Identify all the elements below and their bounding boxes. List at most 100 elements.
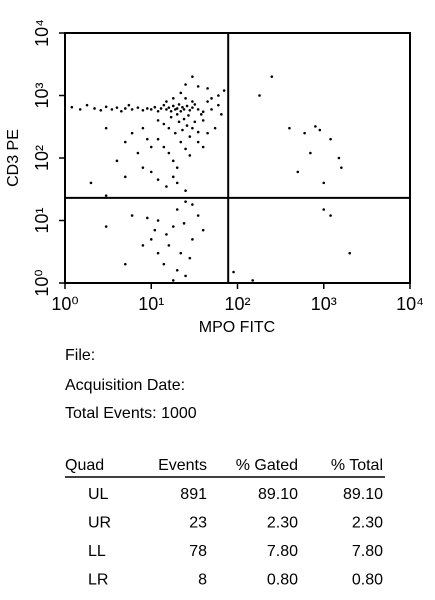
event-dot bbox=[179, 91, 183, 95]
event-dot bbox=[337, 156, 341, 160]
event-dot bbox=[184, 83, 187, 86]
event-dot bbox=[149, 170, 153, 174]
event-dot bbox=[222, 89, 226, 92]
event-dot bbox=[175, 268, 179, 272]
table-cell: 7.80 bbox=[352, 543, 383, 560]
plot-frame bbox=[64, 32, 411, 284]
event-dot bbox=[188, 154, 192, 157]
event-dot bbox=[165, 100, 168, 103]
event-dot bbox=[171, 104, 175, 108]
event-dot bbox=[188, 135, 192, 138]
event-dot bbox=[185, 124, 189, 127]
event-dot bbox=[171, 159, 175, 163]
event-dot bbox=[185, 104, 189, 108]
event-dot bbox=[210, 97, 213, 100]
event-dot bbox=[188, 108, 192, 112]
table-cell: 891 bbox=[180, 486, 207, 503]
event-dot bbox=[156, 178, 160, 181]
event-dot bbox=[169, 115, 173, 119]
table-cell: 23 bbox=[189, 515, 207, 532]
event-dot bbox=[149, 108, 153, 111]
total-events-value: 1000 bbox=[161, 405, 197, 422]
event-dot bbox=[130, 131, 134, 135]
event-dot bbox=[196, 108, 200, 111]
event-dot bbox=[169, 109, 173, 113]
event-dot bbox=[220, 113, 223, 116]
event-dot bbox=[217, 94, 220, 97]
event-dot bbox=[181, 105, 184, 109]
event-dot bbox=[70, 105, 74, 109]
event-dot bbox=[322, 181, 326, 185]
table-header: % Gated bbox=[236, 457, 298, 474]
y-axis-title: CD3 PE bbox=[5, 129, 22, 187]
event-dot bbox=[104, 105, 108, 109]
event-dot bbox=[167, 126, 171, 130]
event-dot bbox=[184, 97, 187, 100]
file-label: File: bbox=[65, 347, 95, 364]
table-cell: 0.80 bbox=[352, 572, 383, 589]
x-tick-label: 10² bbox=[224, 294, 250, 314]
event-dot bbox=[179, 109, 183, 113]
event-dot bbox=[175, 181, 179, 185]
event-dot bbox=[141, 108, 145, 112]
table-cell: 0.80 bbox=[267, 572, 298, 589]
event-dot bbox=[146, 137, 149, 141]
event-dot bbox=[141, 244, 145, 247]
table-cell: LL bbox=[88, 543, 106, 560]
event-dot bbox=[340, 166, 343, 169]
event-dot bbox=[181, 128, 184, 132]
event-dot bbox=[196, 85, 200, 88]
event-dot bbox=[196, 130, 200, 134]
event-dot bbox=[165, 185, 168, 188]
event-dot bbox=[182, 117, 186, 121]
event-dot bbox=[78, 108, 82, 111]
event-dot bbox=[141, 126, 145, 130]
event-dot bbox=[206, 87, 209, 90]
event-dot bbox=[156, 219, 160, 222]
event-dot bbox=[179, 140, 183, 144]
total-events: Total Events: 1000 bbox=[65, 405, 197, 422]
event-dot bbox=[104, 194, 108, 197]
event-dot bbox=[171, 97, 175, 100]
table-cell: 2.30 bbox=[267, 515, 298, 532]
event-dot bbox=[177, 103, 181, 106]
event-dot bbox=[171, 175, 175, 179]
event-dot bbox=[201, 110, 205, 114]
event-dot bbox=[130, 108, 134, 111]
event-dot bbox=[156, 251, 160, 255]
event-dot bbox=[175, 113, 179, 116]
event-dot bbox=[153, 228, 157, 232]
event-dot bbox=[130, 214, 134, 217]
event-dot bbox=[120, 109, 123, 113]
event-dot bbox=[123, 175, 127, 179]
event-dot bbox=[201, 228, 205, 232]
event-dot bbox=[191, 106, 194, 109]
event-dot bbox=[318, 128, 322, 132]
event-dot bbox=[206, 131, 209, 135]
table-cell: 2.30 bbox=[352, 515, 383, 532]
table-cell: 89.10 bbox=[258, 486, 298, 503]
event-dot bbox=[162, 145, 166, 149]
x-tick-label: 10⁰ bbox=[51, 294, 78, 314]
event-dot bbox=[206, 100, 209, 103]
event-dot bbox=[329, 214, 332, 217]
total-events-label: Total Events: bbox=[65, 405, 157, 422]
x-axis-title: MPO FITC bbox=[199, 319, 275, 336]
event-dot bbox=[184, 200, 187, 203]
event-dot bbox=[136, 151, 140, 155]
event-dot bbox=[110, 108, 114, 111]
y-tick-label: 10³ bbox=[32, 82, 52, 108]
event-dot bbox=[296, 170, 300, 174]
event-dot bbox=[127, 103, 131, 107]
event-dot bbox=[104, 126, 108, 130]
event-dot bbox=[210, 108, 213, 111]
event-dot bbox=[153, 105, 157, 109]
event-dot bbox=[115, 159, 119, 163]
event-dot bbox=[159, 107, 163, 110]
event-dot bbox=[85, 103, 89, 107]
event-dot bbox=[196, 214, 200, 217]
event-dot bbox=[314, 125, 317, 128]
event-dot bbox=[165, 233, 168, 236]
event-dot bbox=[182, 222, 186, 225]
event-dot bbox=[329, 137, 332, 141]
